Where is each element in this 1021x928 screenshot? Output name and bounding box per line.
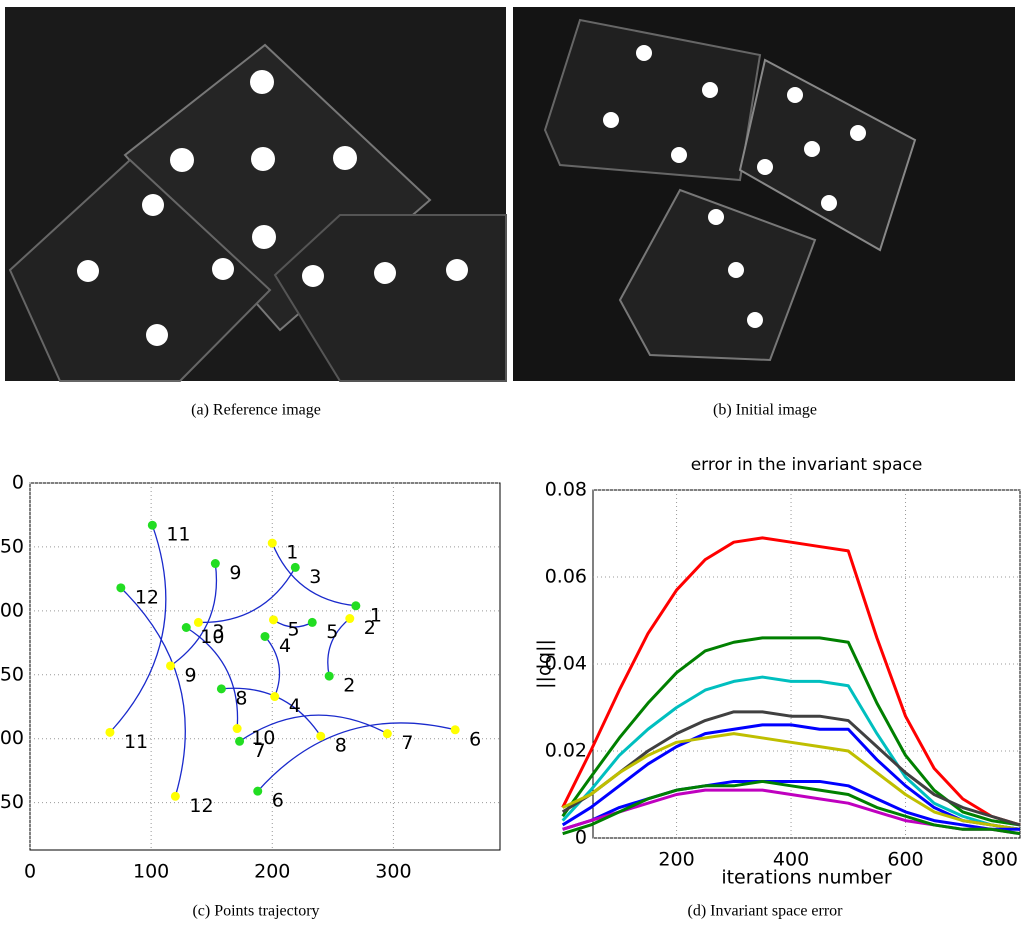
line <box>562 779 1021 836</box>
point-label: 8 <box>235 687 247 709</box>
y-tick-label: 50 <box>0 535 24 557</box>
point <box>351 601 361 611</box>
x-tick-label: 200 <box>254 861 290 883</box>
point <box>290 562 300 572</box>
point <box>268 615 278 625</box>
point-label: 11 <box>124 731 148 753</box>
y-tick-label: 0.06 <box>545 566 587 588</box>
trajectory <box>109 524 167 733</box>
point <box>116 583 126 593</box>
point-label: 12 <box>189 795 213 817</box>
point-label: 5 <box>287 618 299 640</box>
point <box>316 731 326 741</box>
point-label: 6 <box>469 728 481 750</box>
point <box>170 791 180 801</box>
point-label: 4 <box>289 695 301 717</box>
x-tick-label: 400 <box>773 849 809 871</box>
line <box>561 675 1021 831</box>
line <box>561 710 1021 827</box>
line <box>562 732 1021 831</box>
caption: (b) Initial image <box>713 402 817 419</box>
point <box>253 786 263 796</box>
line <box>561 536 1021 827</box>
point-label: 6 <box>272 790 284 812</box>
point <box>210 559 220 569</box>
y-tick-label: 200 <box>0 727 24 749</box>
y-tick-label: 0.04 <box>545 653 587 675</box>
y-tick-label: 250 <box>0 791 24 813</box>
point-label: 2 <box>364 617 376 639</box>
point <box>181 622 191 632</box>
point <box>307 617 317 627</box>
point-label: 3 <box>309 566 321 588</box>
y-tick-label: 0.02 <box>545 740 587 762</box>
point-label: 9 <box>229 562 241 584</box>
y-tick-label: 0 <box>12 472 24 494</box>
x-tick-label: 600 <box>887 849 923 871</box>
point-label: 8 <box>335 735 347 757</box>
x-tick-label: 200 <box>658 849 694 871</box>
y-tick-label: 150 <box>0 663 24 685</box>
y-axis-label: ||dq|| <box>534 639 556 689</box>
point <box>166 661 176 671</box>
point <box>324 671 334 681</box>
point <box>105 727 115 737</box>
caption: (d) Invariant space error <box>687 903 843 920</box>
point-label: 3 <box>212 621 224 643</box>
point <box>147 520 157 530</box>
chart-title: error in the invariant space <box>691 455 923 475</box>
point-label: 5 <box>326 621 338 643</box>
x-tick-label: 300 <box>375 861 411 883</box>
point-label: 9 <box>185 664 197 686</box>
x-tick-label: 0 <box>24 861 36 883</box>
caption: (a) Reference image <box>191 402 321 419</box>
point <box>216 684 226 694</box>
trajectory <box>271 542 356 607</box>
y-tick-label: 0.08 <box>545 479 587 501</box>
point-label: 10 <box>200 626 224 648</box>
trajectory <box>257 722 456 792</box>
point <box>345 614 355 624</box>
trajectory <box>239 714 388 742</box>
point <box>450 725 460 735</box>
y-tick-label: 0 <box>575 827 587 849</box>
point-label: 11 <box>166 524 190 546</box>
trajectory <box>264 636 281 697</box>
point-label: 2 <box>343 675 355 697</box>
trajectory <box>198 567 296 624</box>
photo-reference <box>5 7 507 382</box>
point-label: 7 <box>401 732 413 754</box>
point <box>260 631 270 641</box>
point <box>193 617 203 627</box>
plot-area <box>29 482 501 851</box>
point <box>235 736 245 746</box>
x-tick-label: 100 <box>133 861 169 883</box>
y-tick-label: 100 <box>0 599 24 621</box>
point-label: 4 <box>279 635 291 657</box>
point-label: 12 <box>135 586 159 608</box>
point <box>382 729 392 739</box>
point-label: 1 <box>370 604 382 626</box>
point-label: 1 <box>286 542 298 564</box>
point-label: 7 <box>254 740 266 762</box>
line <box>561 723 1021 831</box>
caption: (c) Points trajectory <box>192 903 319 920</box>
trajectory <box>327 618 351 677</box>
trajectory <box>120 587 186 797</box>
x-tick-label: 800 <box>982 849 1018 871</box>
point-label: 10 <box>251 727 275 749</box>
point <box>232 724 242 734</box>
trajectory <box>185 626 239 729</box>
point <box>270 692 280 702</box>
photo-initial <box>513 7 1015 381</box>
point <box>267 538 277 548</box>
trajectory <box>170 563 218 667</box>
x-axis-label: iterations number <box>721 867 892 889</box>
